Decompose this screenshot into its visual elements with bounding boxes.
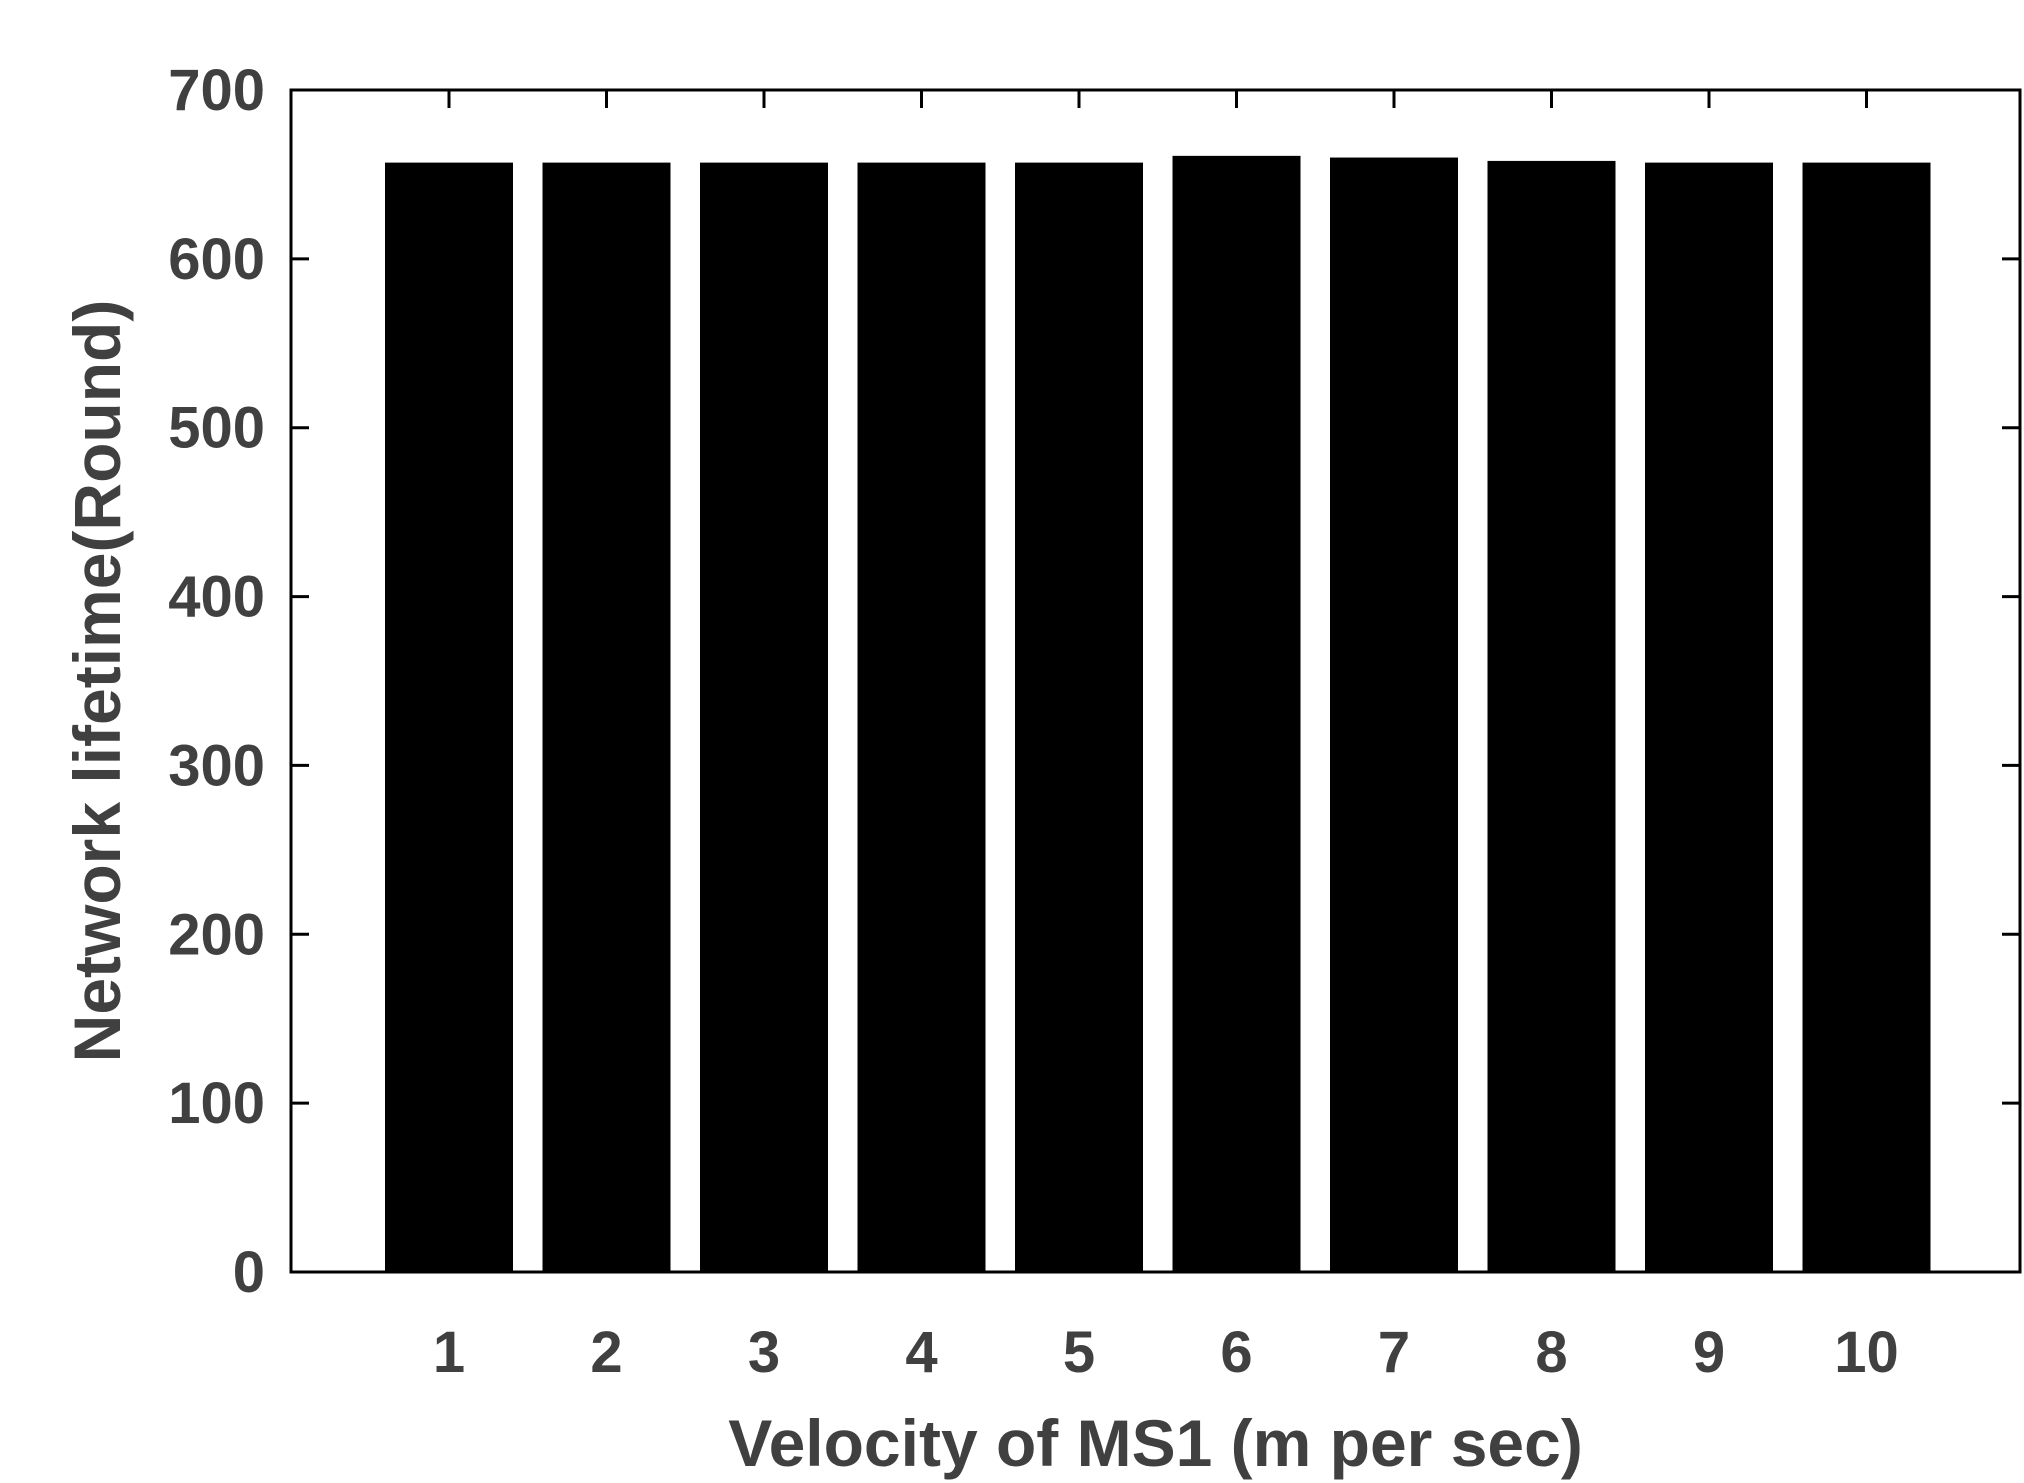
- bar-10: [1802, 162, 1931, 1273]
- y-tick-label-700: 700: [168, 58, 265, 123]
- x-tick-label-10: 10: [1834, 1320, 1899, 1385]
- bar-6: [1172, 155, 1301, 1273]
- x-tick-label-1: 1: [433, 1320, 465, 1385]
- bar-5: [1015, 162, 1143, 1273]
- ticks-group: [291, 88, 2020, 1274]
- x-tick-label-5: 5: [1063, 1320, 1095, 1385]
- bar-3: [700, 162, 828, 1273]
- bar-7: [1330, 157, 1458, 1273]
- y-tick-label-300: 300: [168, 733, 265, 798]
- bar-4: [857, 162, 986, 1273]
- bars-group: [385, 155, 1931, 1273]
- axes-box: [289, 88, 2022, 1274]
- y-tick-label-0: 0: [233, 1240, 265, 1305]
- y-tick-label-500: 500: [168, 396, 265, 461]
- y-tick-label-400: 400: [168, 565, 265, 630]
- x-tick-label-9: 9: [1693, 1320, 1725, 1385]
- y-tick-label-100: 100: [168, 1071, 265, 1136]
- y-tick-labels: 0 100 200 300 400 500 600 700: [168, 58, 265, 1305]
- y-axis-label: Network lifetime(Round): [60, 300, 134, 1063]
- x-tick-label-7: 7: [1378, 1320, 1410, 1385]
- bar-8: [1487, 160, 1616, 1272]
- x-tick-label-4: 4: [905, 1320, 937, 1385]
- bar-1: [385, 162, 513, 1273]
- x-tick-label-6: 6: [1220, 1320, 1252, 1385]
- bar-2: [542, 162, 671, 1273]
- y-tick-label-200: 200: [168, 902, 265, 967]
- x-tick-label-2: 2: [590, 1320, 622, 1385]
- x-tick-label-3: 3: [748, 1320, 780, 1385]
- x-axis-label: Velocity of MS1 (m per sec): [728, 1406, 1583, 1480]
- y-tick-label-600: 600: [168, 227, 265, 292]
- bar-9: [1645, 162, 1773, 1273]
- x-tick-label-8: 8: [1535, 1320, 1567, 1385]
- x-tick-labels: 1 2 3 4 5 6 7 8 9 10: [433, 1320, 1899, 1385]
